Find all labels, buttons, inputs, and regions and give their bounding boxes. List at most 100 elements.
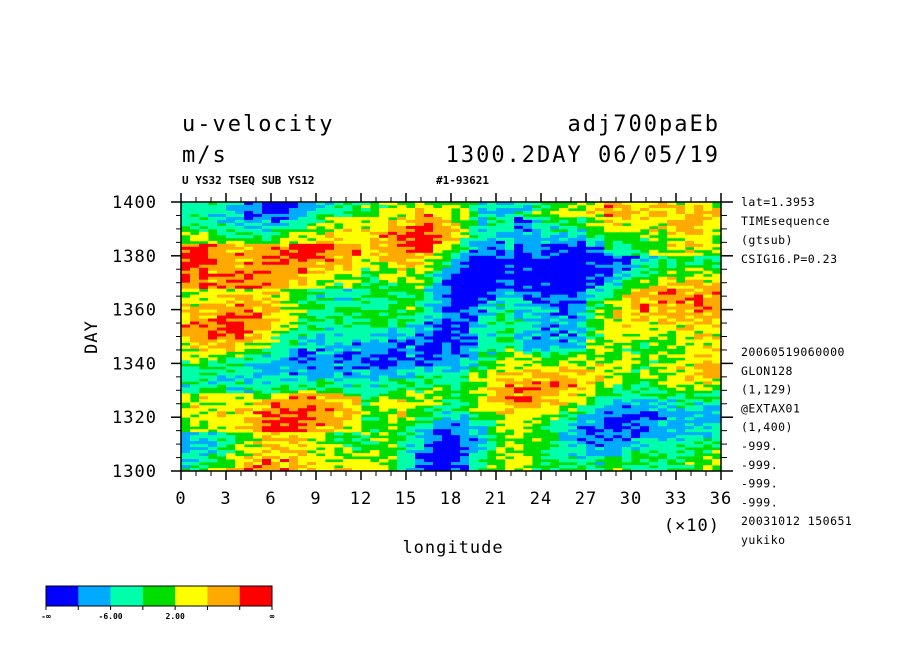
heatmap-cell [208,276,218,281]
heatmap-cell [289,387,299,391]
heatmap-cell [451,330,461,334]
heatmap-cell [631,414,641,418]
heatmap-cell [586,297,596,302]
heatmap-cell [523,282,533,287]
heatmap-cell [325,363,335,367]
heatmap-cell [307,378,317,382]
heatmap-cell [478,420,488,424]
heatmap-cell [289,456,299,460]
heatmap-cell [415,366,425,370]
heatmap-cell [469,462,479,466]
heatmap-cell [244,465,254,469]
heatmap-cell [289,264,299,269]
heatmap-cell [217,258,227,263]
heatmap-cell [568,282,578,287]
heatmap-cell [415,381,425,385]
heatmap-cell [298,231,308,236]
heatmap-cell [568,228,578,233]
heatmap-cell [694,444,704,448]
heatmap-cell [199,267,209,272]
heatmap-cell [694,246,704,251]
heatmap-cell [352,273,362,278]
heatmap-cell [460,462,470,466]
heatmap-cell [316,411,326,415]
heatmap-cell [685,339,695,343]
heatmap-cell [244,276,254,281]
heatmap-cell [415,222,425,227]
heatmap-cell [712,411,722,415]
heatmap-cell [388,219,398,224]
heatmap-cell [559,441,569,445]
heatmap-cell [433,216,443,221]
heatmap-cell [415,435,425,439]
heatmap-cell [568,324,578,328]
heatmap-cell [451,273,461,278]
heatmap-cell [307,330,317,334]
heatmap-cell [190,339,200,343]
heatmap-cell [487,327,497,331]
heatmap-cell [496,450,506,454]
heatmap-cell [523,273,533,278]
heatmap-cell [505,402,515,406]
heatmap-cell [595,378,605,382]
heatmap-cell [595,309,605,313]
heatmap-cell [289,231,299,236]
heatmap-cell [613,405,623,409]
heatmap-cell [226,429,236,433]
heatmap-cell [253,258,263,263]
heatmap-cell [568,375,578,379]
heatmap-cell [415,372,425,376]
heatmap-cell [334,333,344,337]
heatmap-cell [712,291,722,296]
heatmap-cell [280,327,290,331]
heatmap-cell [595,240,605,245]
heatmap-cell [496,384,506,388]
heatmap-cell [316,321,326,325]
heatmap-cell [244,417,254,421]
heatmap-cell [199,252,209,257]
heatmap-cell [577,441,587,445]
heatmap-cell [613,438,623,442]
heatmap-cell [244,420,254,424]
heatmap-cell [298,348,308,352]
heatmap-cell [226,249,236,254]
heatmap-cell [406,258,416,263]
heatmap-cell [577,369,587,373]
heatmap-cell [280,351,290,355]
heatmap-cell [586,390,596,394]
heatmap-cell [226,315,236,319]
heatmap-cell [703,213,713,218]
heatmap-cell [271,405,281,409]
heatmap-cell [406,375,416,379]
heatmap-cell [559,342,569,346]
heatmap-cell [379,258,389,263]
heatmap-cell [460,360,470,364]
heatmap-cell [712,294,722,299]
heatmap-cell [676,408,686,412]
x-tick-label: 9 [310,489,321,509]
heatmap-cell [523,327,533,331]
heatmap-cell [685,234,695,239]
heatmap-cell [235,339,245,343]
heatmap-cell [640,312,650,316]
heatmap-cell [334,249,344,254]
heatmap-cell [352,303,362,308]
heatmap-cell [424,228,434,233]
heatmap-cell [460,366,470,370]
heatmap-cell [217,468,227,472]
heatmap-cell [496,375,506,379]
heatmap-cell [271,450,281,454]
heatmap-cell [577,405,587,409]
heatmap-cell [451,435,461,439]
heatmap-cell [703,309,713,313]
heatmap-cell [370,384,380,388]
heatmap-cell [325,366,335,370]
heatmap-cell [352,312,362,316]
heatmap-cell [685,237,695,242]
heatmap-cell [694,202,704,206]
heatmap-cell [451,318,461,322]
heatmap-cell [415,204,425,209]
heatmap-cell [685,408,695,412]
heatmap-cell [289,372,299,376]
heatmap-cell [703,282,713,287]
